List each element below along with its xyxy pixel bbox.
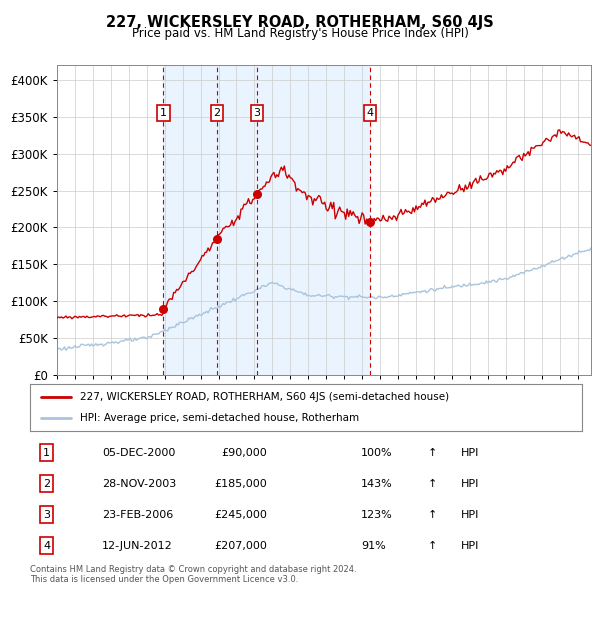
- Text: HPI: HPI: [461, 510, 479, 520]
- Text: 28-NOV-2003: 28-NOV-2003: [102, 479, 176, 489]
- Text: ↑: ↑: [427, 510, 437, 520]
- Text: HPI: HPI: [461, 479, 479, 489]
- Text: 23-FEB-2006: 23-FEB-2006: [102, 510, 173, 520]
- Text: £185,000: £185,000: [215, 479, 268, 489]
- Text: £90,000: £90,000: [221, 448, 268, 458]
- Text: 123%: 123%: [361, 510, 393, 520]
- Text: HPI: Average price, semi-detached house, Rotherham: HPI: Average price, semi-detached house,…: [80, 414, 359, 423]
- Text: ↑: ↑: [427, 541, 437, 551]
- Text: 4: 4: [43, 541, 50, 551]
- Text: HPI: HPI: [461, 541, 479, 551]
- Text: 3: 3: [253, 108, 260, 118]
- Text: 2: 2: [43, 479, 50, 489]
- Text: £245,000: £245,000: [214, 510, 268, 520]
- Text: 1: 1: [43, 448, 50, 458]
- Text: ↑: ↑: [427, 448, 437, 458]
- Text: 91%: 91%: [361, 541, 386, 551]
- Text: This data is licensed under the Open Government Licence v3.0.: This data is licensed under the Open Gov…: [30, 575, 298, 585]
- Text: 227, WICKERSLEY ROAD, ROTHERHAM, S60 4JS: 227, WICKERSLEY ROAD, ROTHERHAM, S60 4JS: [106, 16, 494, 30]
- Text: £207,000: £207,000: [214, 541, 268, 551]
- Text: 05-DEC-2000: 05-DEC-2000: [102, 448, 175, 458]
- Bar: [163, 65, 370, 375]
- Text: 4: 4: [367, 108, 374, 118]
- Text: ↑: ↑: [427, 479, 437, 489]
- Text: 227, WICKERSLEY ROAD, ROTHERHAM, S60 4JS (semi-detached house): 227, WICKERSLEY ROAD, ROTHERHAM, S60 4JS…: [80, 392, 449, 402]
- Text: Contains HM Land Registry data © Crown copyright and database right 2024.: Contains HM Land Registry data © Crown c…: [30, 565, 356, 575]
- Text: 100%: 100%: [361, 448, 393, 458]
- Text: 143%: 143%: [361, 479, 393, 489]
- Text: 1: 1: [160, 108, 167, 118]
- Text: Price paid vs. HM Land Registry's House Price Index (HPI): Price paid vs. HM Land Registry's House …: [131, 27, 469, 40]
- Text: HPI: HPI: [461, 448, 479, 458]
- Text: 2: 2: [214, 108, 220, 118]
- Text: 3: 3: [43, 510, 50, 520]
- Text: 12-JUN-2012: 12-JUN-2012: [102, 541, 173, 551]
